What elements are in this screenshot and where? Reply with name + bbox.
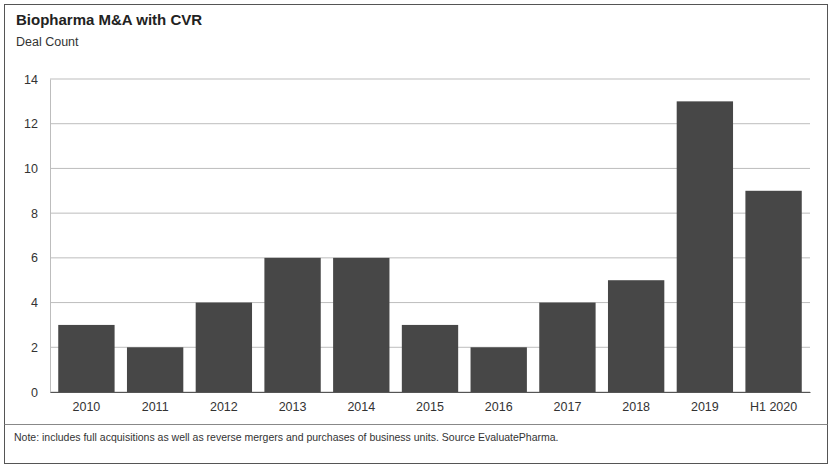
x-tick: 2013 <box>279 392 307 414</box>
y-tick: 12 <box>24 117 50 131</box>
y-tick-label: 8 <box>31 207 38 221</box>
x-tick-label: 2012 <box>210 400 238 414</box>
y-tick: 4 <box>31 296 50 310</box>
y-tick-label: 14 <box>24 73 38 87</box>
x-tick: 2011 <box>142 392 169 414</box>
y-tick-label: 10 <box>24 162 38 176</box>
bar <box>677 101 733 392</box>
title: Biopharma M&A with CVR <box>16 11 202 28</box>
bar <box>402 325 458 392</box>
y-axis-line <box>50 80 51 393</box>
bar <box>196 303 252 392</box>
chart: Biopharma M&A with CVR Deal Count 0 2 4 6 8 10 1… <box>0 0 832 468</box>
x-tick-label: 2016 <box>485 400 513 414</box>
x-tick-label: 2015 <box>416 400 444 414</box>
y-tick-label: 12 <box>24 117 38 131</box>
y-tick-label: 2 <box>31 341 38 355</box>
subtitle: Deal Count <box>16 35 79 49</box>
x-tick-label: 2013 <box>279 400 307 414</box>
y-axis: 0 2 4 6 8 10 12 14 <box>24 73 50 400</box>
y-tick: 6 <box>31 251 50 265</box>
x-tick-label: 2014 <box>347 400 375 414</box>
bar <box>127 347 183 392</box>
bar <box>745 191 801 392</box>
x-tick: 2019 <box>691 392 719 414</box>
x-tick-label: 2011 <box>142 400 169 414</box>
y-tick: 8 <box>31 207 50 221</box>
x-tick: 2012 <box>210 392 238 414</box>
bar <box>471 347 527 392</box>
x-axis: 2010 2011 2012 2013 2014 2015 2016 2017 2018 2019… <box>51 392 811 414</box>
y-tick-label: 6 <box>31 251 38 265</box>
bar <box>608 280 664 392</box>
grid <box>50 79 810 392</box>
x-tick: 2018 <box>622 392 650 414</box>
x-tick: 2015 <box>416 392 444 414</box>
frame <box>5 5 828 464</box>
x-tick-label: 2018 <box>622 400 650 414</box>
y-tick-label: 4 <box>31 296 38 310</box>
x-tick: 2016 <box>485 392 513 414</box>
y-tick: 0 <box>31 386 50 400</box>
y-tick: 14 <box>24 73 50 87</box>
y-tick-label: 0 <box>31 386 38 400</box>
x-tick: H1 2020 <box>750 392 797 414</box>
y-tick: 2 <box>31 341 50 355</box>
bar <box>58 325 114 392</box>
bars <box>58 101 802 392</box>
note: Note: includes full acquisitions as well… <box>14 431 559 443</box>
bar <box>264 258 320 392</box>
x-tick-label: 2017 <box>554 400 582 414</box>
x-tick: 2017 <box>554 392 582 414</box>
x-tick-label: 2019 <box>691 400 719 414</box>
x-tick: 2010 <box>73 392 101 414</box>
bar <box>333 258 389 392</box>
x-tick: 2014 <box>347 392 375 414</box>
x-tick-label: H1 2020 <box>750 400 797 414</box>
x-tick-label: 2010 <box>73 400 101 414</box>
bar <box>539 303 595 392</box>
grid-line <box>50 79 810 80</box>
x-axis-line <box>51 392 811 393</box>
separator <box>5 424 828 425</box>
y-tick: 10 <box>24 162 50 176</box>
